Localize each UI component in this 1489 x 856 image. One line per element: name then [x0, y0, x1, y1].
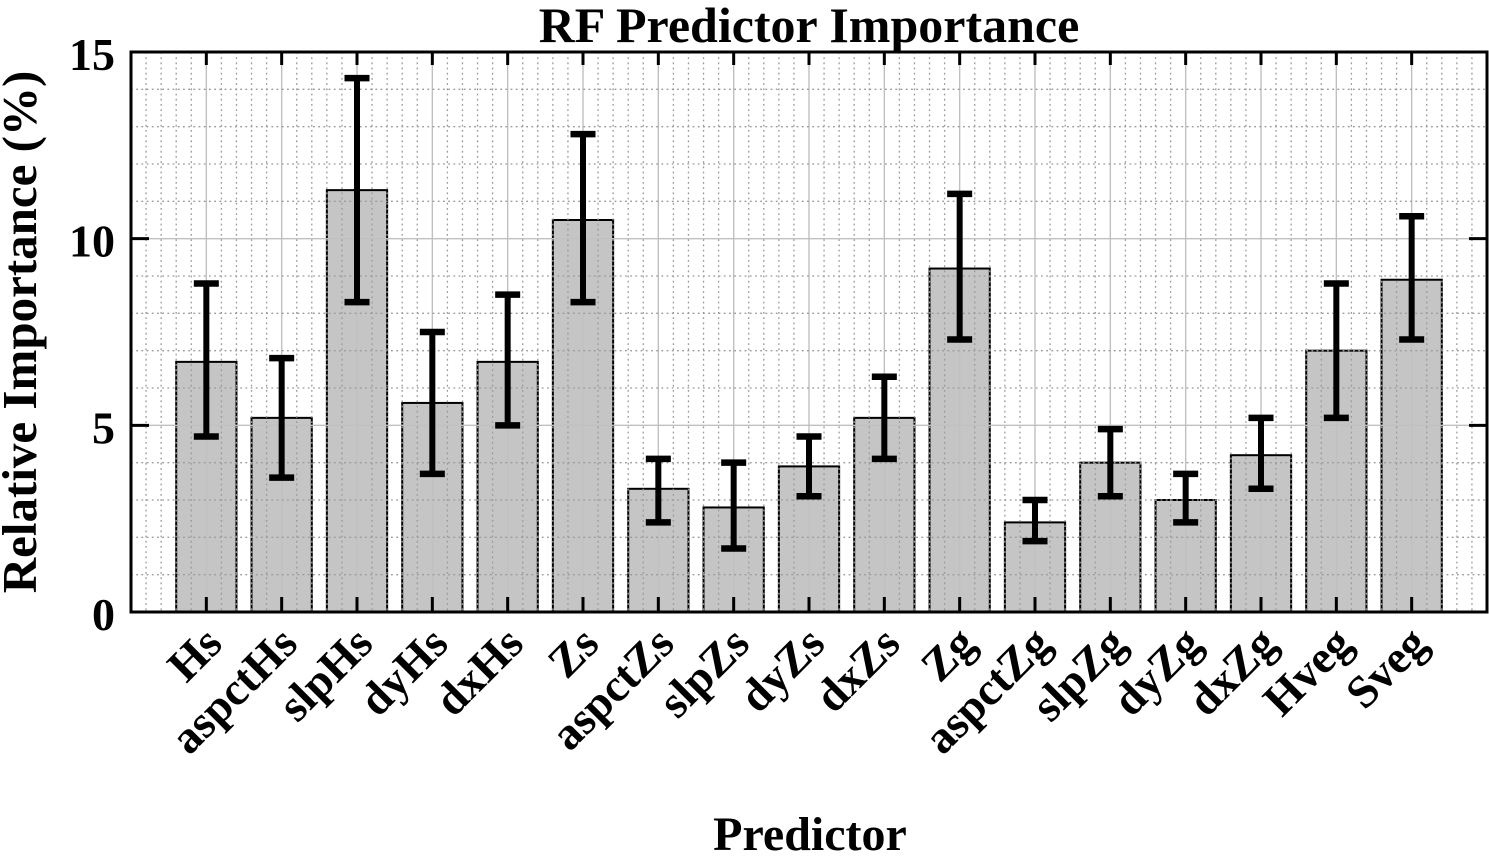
error-bar-dxZs — [871, 373, 897, 463]
error-bar-aspctHs — [269, 354, 295, 481]
error-bar-dyZs — [796, 433, 822, 500]
x-axis-label: Predictor — [713, 808, 907, 856]
error-bar-slpHs — [344, 74, 370, 306]
error-bar-dxZg — [1248, 414, 1274, 493]
y-tick-label-10: 10 — [69, 216, 115, 267]
error-bar-Zg — [947, 190, 973, 343]
chart-title: RF Predictor Importance — [539, 0, 1080, 53]
y-axis-label: Relative Importance (%) — [0, 71, 47, 594]
axes-frame-layer — [129, 50, 1489, 614]
error-bar-dyHs — [419, 328, 445, 478]
error-bar-slpZg — [1097, 425, 1123, 500]
error-bars-layer — [193, 74, 1425, 552]
error-bar-Zs — [570, 130, 596, 306]
y-tick-label-15: 15 — [69, 29, 115, 80]
error-bar-Sveg — [1399, 213, 1425, 343]
x-tick-label-dxZs: dxZs — [805, 617, 910, 722]
y-tick-label-0: 0 — [92, 589, 115, 640]
error-bar-aspctZg — [1022, 496, 1048, 545]
error-bar-dxHs — [495, 291, 521, 429]
error-bar-slpZs — [721, 459, 747, 552]
error-bar-Hs — [193, 280, 219, 440]
y-tick-label-5: 5 — [92, 402, 115, 453]
x-tick-label-dxHs: dxHs — [424, 617, 532, 725]
error-bar-Hveg — [1323, 280, 1349, 422]
x-tick-label-Sveg: Sveg — [1336, 617, 1437, 718]
error-bar-dyZg — [1173, 470, 1199, 526]
x-tick-label-dyZs: dyZs — [729, 617, 834, 722]
error-bar-aspctZs — [645, 455, 671, 526]
